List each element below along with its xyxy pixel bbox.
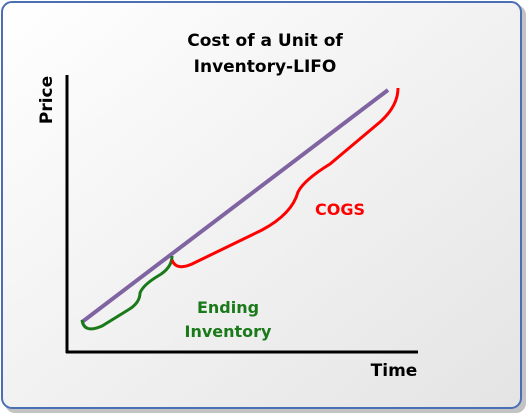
ending-inventory-label: Inventory	[185, 322, 273, 341]
cogs-label: COGS	[315, 200, 365, 219]
ending-inventory-label: Ending	[197, 298, 259, 317]
cogs-brace	[170, 87, 400, 269]
x-axis-label: Time	[371, 361, 418, 381]
title-line: Inventory-LIFO	[194, 57, 337, 77]
y-axis-label: Price	[37, 76, 57, 124]
title-line: Cost of a Unit of	[187, 31, 343, 51]
ending-inventory-brace	[80, 255, 174, 331]
cost-line	[80, 88, 390, 324]
